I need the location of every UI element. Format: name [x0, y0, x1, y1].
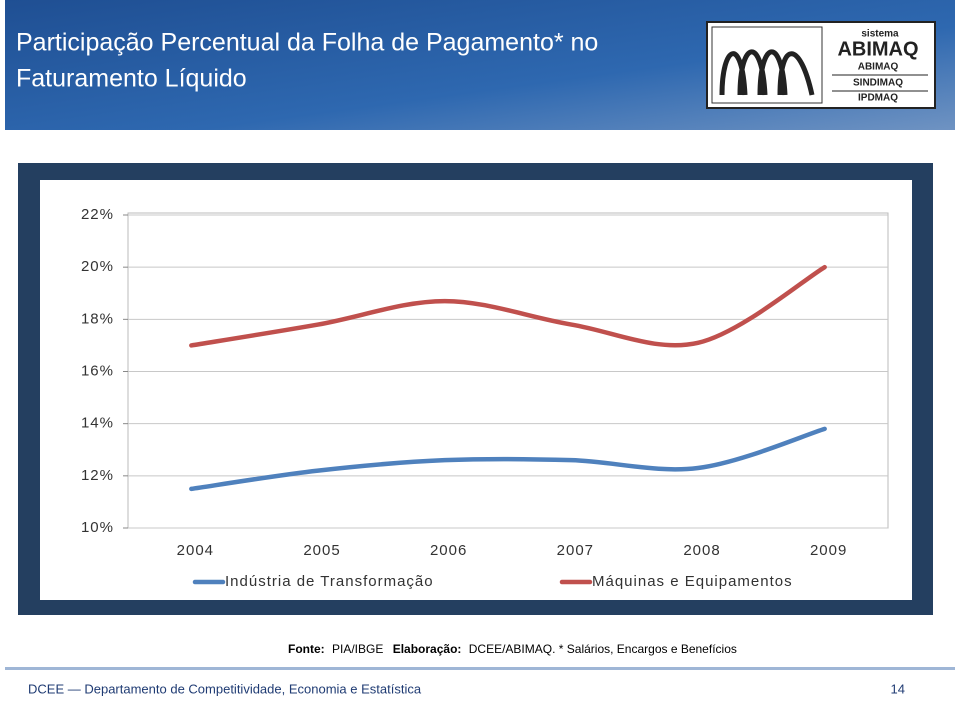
page-number: 14	[891, 681, 905, 696]
source-label: Fonte:	[288, 642, 325, 656]
y-tick-label: 22%	[81, 206, 114, 223]
logo-text: SINDIMAQ	[853, 78, 903, 89]
logo-text: ABIMAQ	[837, 38, 918, 60]
slide-title: Participação Percentual da Folha de Paga…	[16, 29, 598, 57]
y-tick-label: 20%	[81, 258, 114, 275]
x-tick-label: 2004	[177, 542, 214, 559]
y-tick-label: 12%	[81, 467, 114, 484]
series-line	[189, 264, 827, 348]
series-line	[189, 426, 827, 492]
x-tick-label: 2007	[557, 542, 594, 559]
logo-arcs	[719, 49, 815, 96]
x-tick-label: 2008	[683, 542, 720, 559]
source-label: Elaboração:	[393, 642, 462, 656]
plot: 10% 12% 14% 16% 18% 20% 22% 2004 2005 2006 2007 200…	[81, 206, 888, 590]
footer-rule	[5, 667, 955, 670]
logo-text: sistema	[861, 29, 899, 40]
logo-text: IPDMAQ	[858, 93, 898, 104]
y-tick-label: 18%	[81, 310, 114, 327]
y-tick-label: 10%	[81, 519, 114, 536]
x-tick-label: 2006	[430, 542, 467, 559]
source-note: Fonte: PIA/IBGE Elaboração: DCEE/ABIMAQ.…	[288, 642, 737, 656]
legend-label: Indústria de Transformação	[225, 573, 434, 590]
legend-label: Máquinas e Equipamentos	[592, 573, 793, 590]
slide-title: Faturamento Líquido	[16, 65, 247, 93]
logo-text: ABIMAQ	[858, 62, 899, 73]
y-tick-label: 14%	[81, 415, 114, 432]
y-tick-label: 16%	[81, 362, 114, 379]
x-tick-label: 2009	[810, 542, 847, 559]
source-text: DCEE/ABIMAQ. * Salários, Encargos e Bene…	[469, 642, 737, 656]
footer-text: DCEE — Departamento de Competitividade, …	[28, 681, 422, 696]
x-tick-label: 2005	[303, 542, 340, 559]
logo: sistema ABIMAQ ABIMAQ SINDIMAQ IPDMAQ	[706, 21, 936, 109]
source-text: PIA/IBGE	[332, 642, 383, 656]
